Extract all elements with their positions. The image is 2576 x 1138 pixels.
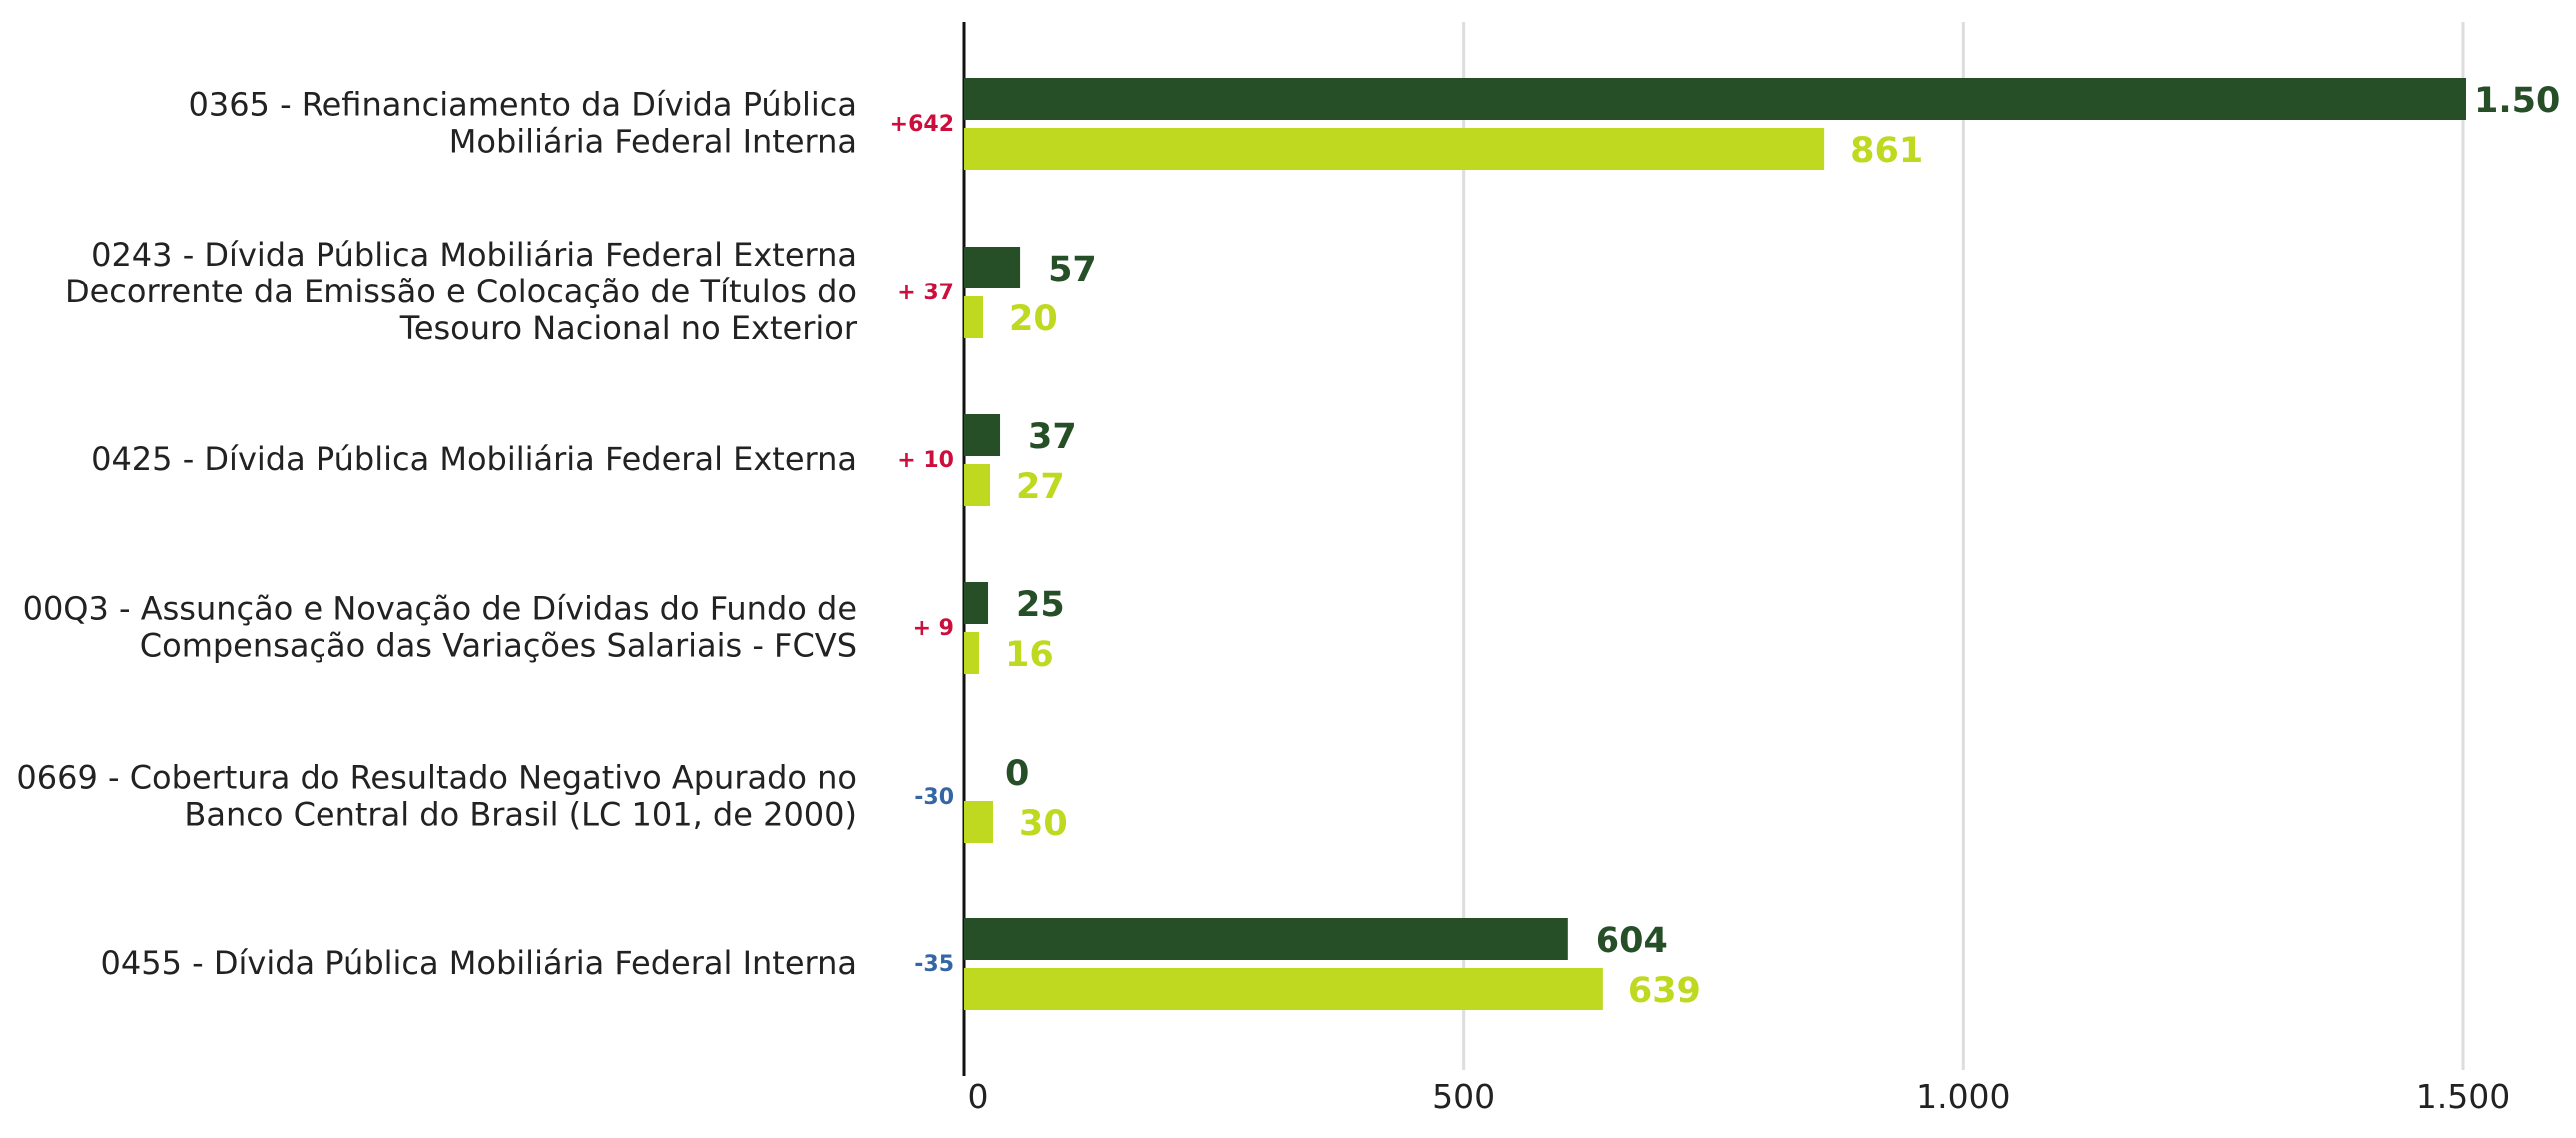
category-label: 0365 - Refinanciamento da Dívida Pública (188, 86, 857, 124)
bar-series-a (964, 582, 989, 624)
bar-series-b (964, 296, 984, 338)
bar-series-b (964, 632, 980, 674)
bar-series-a (964, 414, 1001, 456)
value-label-series-a: 1.50 (2474, 81, 2560, 121)
bar-series-b (964, 464, 991, 506)
bar-series-a (964, 918, 1568, 960)
bar-series-a (964, 78, 2467, 120)
category-label: Mobiliária Federal Interna (449, 123, 857, 161)
value-label-series-a: 37 (1028, 417, 1077, 457)
delta-label: + 9 (913, 616, 954, 641)
value-label-series-a: 57 (1048, 250, 1097, 289)
category-label: Compensação das Variações Salariais - FC… (140, 627, 857, 665)
x-tick-label: 500 (1432, 1077, 1495, 1116)
category-label: Decorrente da Emissão e Colocação de Tít… (65, 273, 857, 310)
category-label: 0425 - Dívida Pública Mobiliária Federal… (91, 440, 857, 478)
bar-series-b (964, 801, 994, 843)
x-tick-label: 1.000 (1916, 1077, 2010, 1116)
value-label-series-b: 20 (1009, 299, 1058, 339)
x-tick-label: 0 (968, 1077, 989, 1116)
delta-label: -30 (914, 785, 954, 810)
delta-label: + 10 (897, 448, 954, 473)
delta-label: +642 (890, 112, 954, 137)
value-label-series-b: 30 (1019, 804, 1068, 844)
category-label: 0243 - Dívida Pública Mobiliária Federal… (91, 236, 857, 274)
x-tick-label: 1.500 (2416, 1077, 2510, 1116)
bar-series-b (964, 968, 1603, 1010)
category-label: 0669 - Cobertura do Resultado Negativo A… (16, 759, 857, 797)
bar-series-b (964, 128, 1825, 170)
category-label: 00Q3 - Assunção e Novação de Dívidas do … (23, 590, 857, 628)
category-label: 0455 - Dívida Pública Mobiliária Federal… (101, 944, 857, 982)
value-label-series-a: 0 (1005, 754, 1029, 794)
value-label-series-b: 27 (1016, 467, 1065, 507)
value-label-series-b: 16 (1005, 635, 1054, 675)
value-label-series-b: 861 (1850, 131, 1923, 171)
delta-label: -35 (914, 952, 954, 977)
category-label: Banco Central do Brasil (LC 101, de 2000… (184, 796, 857, 834)
value-label-series-a: 604 (1596, 921, 1668, 961)
category-label: Tesouro Nacional no Exterior (399, 309, 858, 347)
value-label-series-a: 25 (1016, 585, 1065, 625)
value-label-series-b: 639 (1628, 971, 1701, 1011)
bar-series-a (964, 247, 1021, 288)
delta-label: + 37 (897, 281, 954, 305)
